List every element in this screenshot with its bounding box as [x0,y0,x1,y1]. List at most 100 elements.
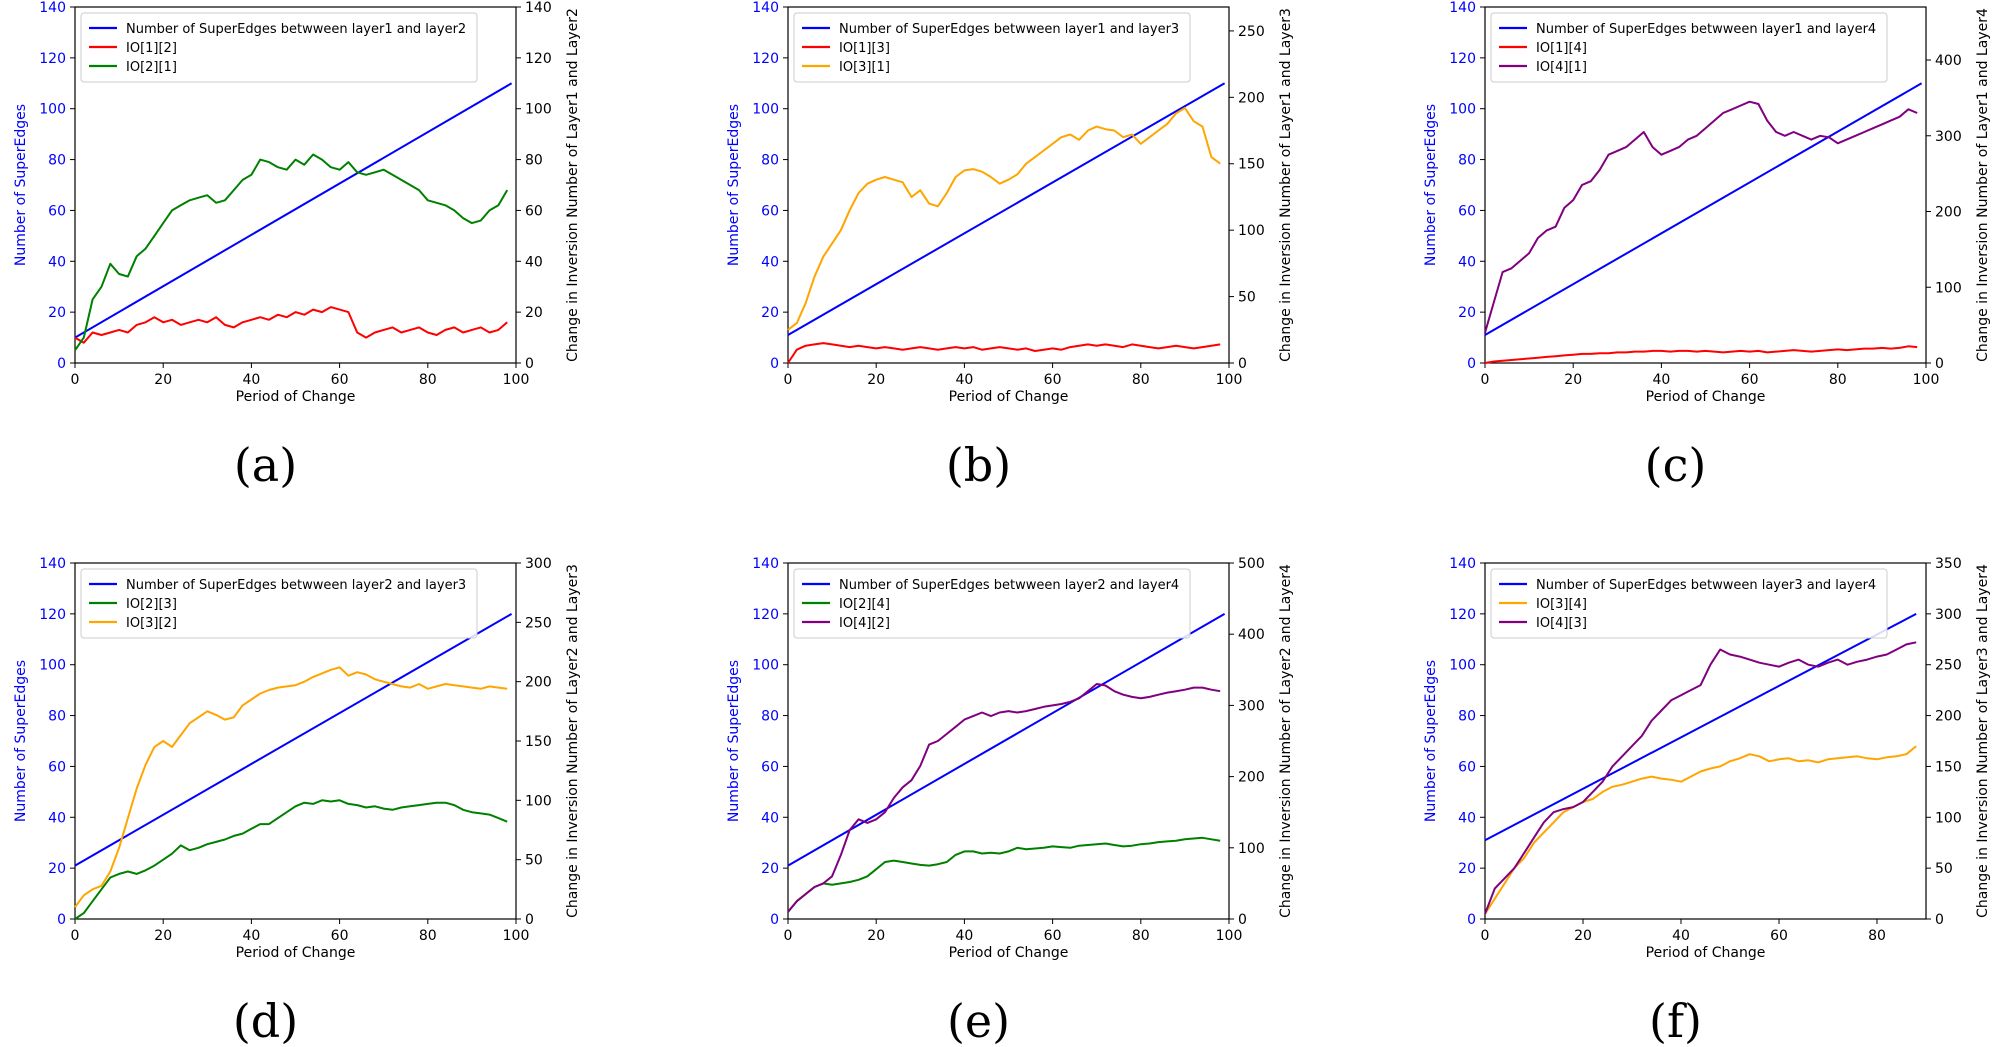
y-left-tick-label: 40 [761,254,779,270]
y-right-tick-label: 300 [1238,698,1265,714]
x-tick-label: 0 [784,928,793,944]
legend-box [80,12,478,83]
legend-box [793,568,1191,639]
y-right-tick-label: 0 [525,912,534,928]
y-right-tick-label: 50 [1935,861,1953,877]
x-tick-label: 0 [71,372,80,388]
y-right-tick-label: 150 [1238,157,1265,173]
y-left-tick-label: 120 [752,607,779,623]
y-right-tick-label: 40 [525,254,543,270]
x-tick-label: 60 [1741,372,1759,388]
y-left-tick-label: 0 [770,912,779,928]
y-left-tick-label: 20 [761,861,779,877]
x-tick-label: 60 [1770,928,1788,944]
x-tick-label: 60 [1044,928,1062,944]
legend-label: Number of SuperEdges betwween layer3 and… [1536,578,1876,593]
x-tick-label: 0 [784,372,793,388]
x-tick-label: 80 [419,372,437,388]
x-tick-label: 40 [1672,928,1690,944]
y-left-tick-label: 100 [39,102,66,118]
y-left-tick-label: 120 [39,607,66,623]
series-line [787,836,1221,913]
legend-label: IO[4][1] [1536,60,1587,75]
y-left-axis-label: Number of SuperEdges [726,660,742,822]
panel-caption: (b) [946,438,1011,492]
y-right-tick-label: 250 [1935,658,1962,674]
x-tick-label: 40 [1652,372,1670,388]
y-right-tick-label: 300 [1935,607,1962,623]
x-tick-label: 20 [867,928,885,944]
y-left-tick-label: 0 [1467,356,1476,372]
y-left-axis-label: Number of SuperEdges [1423,660,1439,822]
y-right-tick-label: 300 [1935,129,1962,145]
chart-panel: 0 20 40 60 80 0 20 40 60 80 100 120 140 0 50 100 150 200 2… [1423,556,1991,1047]
series-line [787,107,1221,331]
series-line [1484,641,1917,915]
x-tick-label: 20 [154,928,172,944]
y-right-tick-label: 200 [1238,770,1265,786]
series-line [1484,345,1918,364]
y-left-tick-label: 20 [761,305,779,321]
x-tick-label: 60 [1044,372,1062,388]
x-tick-label: 20 [154,372,172,388]
y-left-tick-label: 20 [48,305,66,321]
y-left-tick-label: 100 [1449,658,1476,674]
series-line [1484,745,1917,915]
y-left-tick-label: 80 [1458,153,1476,169]
y-right-tick-label: 350 [1935,556,1962,572]
legend-label: Number of SuperEdges betwween layer2 and… [839,578,1179,593]
y-left-tick-label: 0 [57,912,66,928]
y-right-tick-label: 200 [1935,205,1962,221]
series-line [74,799,508,920]
x-tick-label: 60 [331,928,349,944]
y-left-tick-label: 0 [1467,912,1476,928]
y-right-tick-label: 0 [1238,912,1247,928]
y-right-tick-label: 150 [525,734,552,750]
plot-frame [1484,562,1927,920]
x-tick-label: 80 [1868,928,1886,944]
x-tick-label: 100 [1913,372,1940,388]
chart-panel: 0 20 40 60 80 1000204060801001201400204060801… [13,0,581,492]
y-right-tick-label: 100 [1238,841,1265,857]
y-left-tick-label: 60 [48,203,66,219]
y-right-tick-label: 80 [525,153,543,169]
x-tick-label: 20 [1574,928,1592,944]
y-right-tick-label: 250 [525,615,552,631]
y-left-tick-label: 80 [761,709,779,725]
x-tick-label: 100 [1216,928,1243,944]
y-left-tick-label: 60 [761,759,779,775]
series-line [787,82,1226,336]
y-right-tick-label: 400 [1238,627,1265,643]
legend-box [1490,12,1888,83]
y-left-tick-label: 100 [752,658,779,674]
x-axis-label: Period of Change [236,945,356,961]
y-right-tick-label: 100 [1935,810,1962,826]
y-left-tick-label: 140 [39,556,66,572]
y-left-tick-label: 0 [770,356,779,372]
y-left-tick-label: 0 [57,356,66,372]
plot-frame [787,562,1230,920]
series-line [74,82,513,339]
x-tick-label: 80 [419,928,437,944]
legend-label: IO[1][3] [839,41,890,56]
y-left-axis-label: Number of SuperEdges [13,104,29,266]
y-right-tick-label: 200 [1935,709,1962,725]
x-tick-label: 40 [955,928,973,944]
legend-label: Number of SuperEdges betwween layer1 and… [839,22,1179,37]
x-tick-label: 40 [242,372,260,388]
y-right-tick-label: 250 [1238,24,1265,40]
series-line [1484,613,1917,842]
y-left-tick-label: 40 [1458,254,1476,270]
y-right-tick-label: 50 [1238,290,1256,306]
chart-panel: 0 20 40 60 80 1000204060801001201400501001502… [726,0,1294,492]
y-right-tick-label: 100 [525,793,552,809]
series-line [787,613,1226,867]
y-left-tick-label: 20 [1458,305,1476,321]
y-left-tick-label: 140 [1449,556,1476,572]
series-line [74,613,513,867]
legend-label: IO[2][1] [126,60,177,75]
x-tick-label: 100 [503,928,530,944]
y-right-tick-label: 150 [1935,759,1962,775]
x-tick-label: 0 [1481,928,1490,944]
plot-frame [787,6,1230,364]
